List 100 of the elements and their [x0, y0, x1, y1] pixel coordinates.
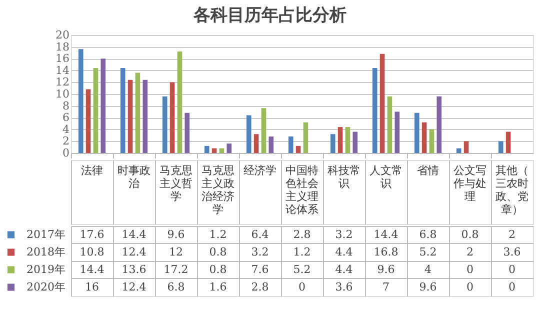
bar — [429, 129, 434, 153]
bar — [135, 72, 140, 153]
data-label: 1.2 — [209, 228, 227, 241]
data-label: 5.2 — [293, 262, 311, 276]
bar — [142, 80, 148, 153]
bar — [170, 82, 175, 153]
bar — [246, 115, 252, 153]
bar — [498, 141, 504, 153]
data-label: 3.6 — [335, 280, 353, 294]
x-tick-label: 时事政治 — [118, 164, 150, 190]
data-label: 9.6 — [377, 262, 395, 276]
data-label: 13.6 — [122, 262, 146, 276]
data-label: 2.8 — [251, 280, 269, 294]
chart-title: 各科目历年占比分析 — [192, 6, 347, 26]
bar — [372, 68, 378, 153]
data-label: 12.4 — [122, 280, 146, 294]
bar — [204, 146, 210, 153]
data-label: 0 — [508, 262, 516, 276]
data-label: 16 — [85, 280, 99, 294]
bar — [506, 132, 511, 153]
x-tick-label: 法律 — [81, 164, 103, 177]
y-tick-label: 12 — [56, 76, 70, 89]
data-label: 9.6 — [167, 228, 185, 241]
data-label: 2.8 — [293, 228, 311, 241]
bar — [456, 148, 462, 153]
bar — [296, 146, 301, 153]
data-label: 6.8 — [419, 228, 437, 241]
data-label: 1.6 — [209, 280, 227, 294]
data-label: 14.4 — [80, 262, 104, 276]
bar — [128, 80, 133, 153]
y-tick-label: 4 — [62, 122, 70, 136]
x-tick-label: 其他（三农时政、党章） — [496, 164, 528, 216]
y-tick-label: 14 — [56, 64, 70, 77]
x-tick-label: 经济学 — [244, 164, 276, 177]
data-label: 3.2 — [251, 245, 269, 258]
data-label: 4.4 — [335, 245, 353, 258]
y-tick-label: 6 — [62, 111, 70, 124]
data-label: 0.8 — [209, 245, 227, 258]
data-label: 4 — [424, 262, 432, 276]
bar — [261, 108, 266, 153]
data-label: 2 — [508, 228, 516, 241]
data-label: 14.4 — [374, 228, 398, 241]
x-tick-label: 中国特色社会主义理论体系 — [286, 164, 318, 216]
y-tick-label: 8 — [62, 99, 70, 112]
y-tick-label: 2 — [62, 134, 70, 148]
bar — [78, 49, 84, 153]
bar — [120, 68, 126, 153]
data-label: 0.8 — [209, 262, 227, 276]
bar — [254, 134, 259, 153]
bar — [226, 144, 232, 153]
data-label: 17.2 — [164, 262, 188, 276]
bar — [303, 122, 308, 153]
bar — [338, 127, 343, 153]
data-label: 3.6 — [503, 245, 521, 258]
data-label: 17.6 — [80, 228, 104, 241]
bar — [464, 141, 469, 153]
legend-label: 2020年 — [26, 280, 66, 294]
data-label: 9.6 — [419, 280, 437, 294]
bar — [345, 127, 350, 153]
bar — [422, 122, 427, 153]
data-label: 6.4 — [251, 228, 269, 241]
bar — [380, 54, 385, 153]
data-label: 6.8 — [167, 280, 185, 294]
data-label: 16.8 — [374, 245, 398, 258]
legend-label: 2017年 — [26, 228, 66, 241]
data-label: 12.4 — [122, 245, 146, 258]
bar — [387, 96, 392, 153]
y-tick-label: 10 — [56, 88, 70, 100]
bar — [352, 132, 358, 153]
data-label: 0 — [298, 280, 306, 294]
bar — [177, 52, 182, 153]
data-label: 10.8 — [80, 245, 104, 258]
y-tick-label: 16 — [56, 52, 70, 66]
data-label: 0 — [466, 280, 474, 294]
bar — [100, 58, 106, 153]
x-tick-label: 科技常识 — [328, 164, 360, 190]
data-label: 0 — [466, 262, 474, 276]
data-label: 14.4 — [122, 228, 146, 241]
data-label: 7 — [382, 280, 390, 294]
bar — [288, 136, 294, 153]
bar — [93, 68, 98, 153]
bar — [268, 136, 274, 153]
data-label: 4.4 — [335, 262, 353, 276]
data-label: 2 — [466, 245, 474, 258]
x-tick-label: 马克思主义哲学 — [160, 164, 192, 203]
bar — [162, 96, 168, 153]
data-label: 0.8 — [461, 228, 479, 241]
data-label: 1.2 — [293, 245, 311, 258]
legend-label: 2018年 — [26, 245, 66, 258]
legend-label: 2019年 — [26, 262, 66, 276]
y-tick-label: 20 — [56, 28, 70, 42]
data-label: 12 — [169, 245, 183, 258]
x-tick-label: 马克思主义政治经济学 — [202, 164, 234, 216]
data-label: 5.2 — [419, 245, 437, 258]
y-tick-label: 18 — [56, 40, 70, 54]
bar — [394, 112, 400, 153]
y-tick-label: 0 — [62, 146, 70, 160]
data-label: 3.2 — [335, 228, 353, 241]
bar — [86, 89, 91, 153]
bar — [414, 112, 420, 153]
